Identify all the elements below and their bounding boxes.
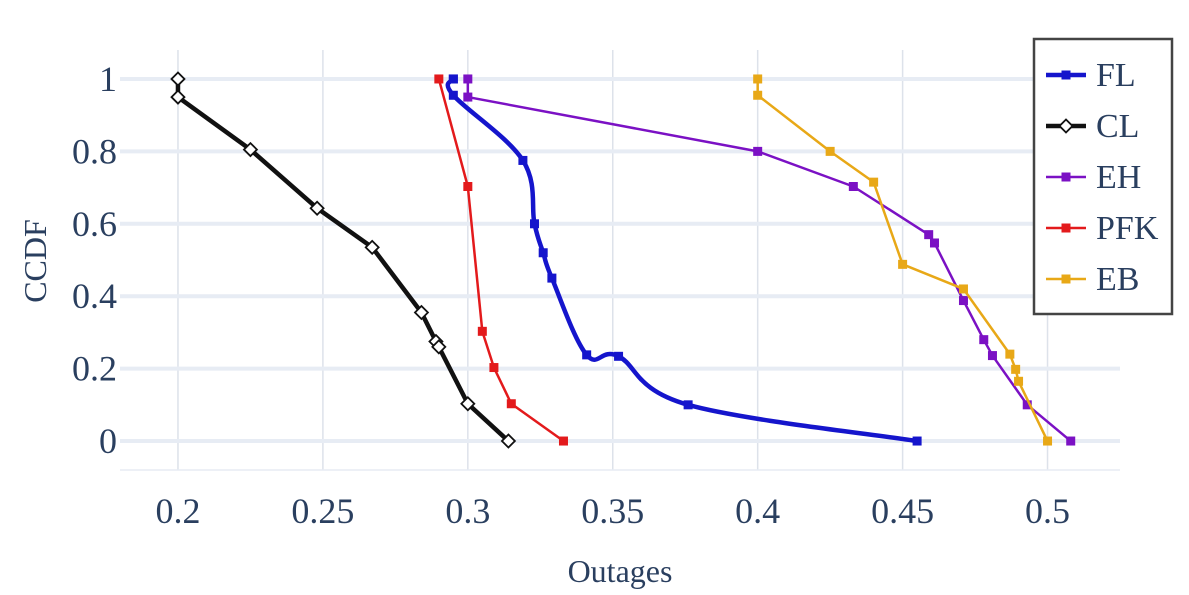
x-tick-label: 0.5 xyxy=(1025,491,1070,531)
data-point xyxy=(431,339,447,355)
legend-label: EB xyxy=(1096,261,1139,298)
x-tick-label: 0.4 xyxy=(735,491,780,531)
legend-item-fl: FL xyxy=(1046,57,1136,94)
y-axis-title: CCDF xyxy=(17,219,53,303)
x-tick-label: 0.25 xyxy=(291,491,354,531)
legend-label: FL xyxy=(1096,57,1136,94)
legend-item-cl: CL xyxy=(1046,108,1139,145)
data-point xyxy=(683,400,693,410)
data-point xyxy=(500,433,517,449)
data-point xyxy=(518,155,528,165)
data-point xyxy=(958,284,968,294)
data-point xyxy=(1022,400,1032,410)
data-point xyxy=(463,182,473,191)
data-point xyxy=(170,71,186,87)
data-point xyxy=(413,304,430,321)
data-point xyxy=(958,296,968,306)
data-point xyxy=(753,74,763,84)
data-point xyxy=(309,200,325,216)
y-tick-label: 0.2 xyxy=(72,349,117,389)
grid xyxy=(120,50,1120,471)
data-point xyxy=(582,350,592,360)
data-point xyxy=(929,238,939,248)
y-tick-label: 0 xyxy=(99,421,117,461)
legend-swatch-marker xyxy=(1061,274,1071,284)
series-lines xyxy=(170,71,1076,449)
data-point xyxy=(477,326,487,336)
data-point xyxy=(364,239,380,256)
data-point xyxy=(753,146,763,156)
data-point xyxy=(506,399,516,409)
data-point xyxy=(448,74,458,84)
data-point xyxy=(825,146,835,156)
data-point xyxy=(753,90,763,100)
series-cl xyxy=(170,71,517,449)
data-point xyxy=(1066,436,1076,446)
series-line xyxy=(445,75,920,444)
legend-label: CL xyxy=(1096,108,1139,145)
series-line xyxy=(756,78,1049,442)
legend-swatch-marker xyxy=(1061,172,1071,182)
data-point xyxy=(547,273,557,283)
y-tick-label: 0.8 xyxy=(72,131,117,171)
legend-label: EH xyxy=(1096,159,1141,196)
data-point xyxy=(924,230,934,240)
x-tick-label: 0.3 xyxy=(445,491,490,531)
data-point xyxy=(979,335,989,345)
x-tick-label: 0.2 xyxy=(155,491,200,531)
legend-item-pfk: PFK xyxy=(1046,210,1159,247)
data-point xyxy=(463,92,473,102)
data-point xyxy=(242,141,259,158)
series-line xyxy=(466,78,1072,442)
legend-swatch-marker xyxy=(1058,118,1074,134)
y-tick-label: 0.4 xyxy=(72,276,117,316)
y-axis-ticks: 0 0.2 0.4 0.6 0.8 1 xyxy=(72,59,117,461)
data-point xyxy=(1005,349,1015,359)
data-point xyxy=(529,219,539,229)
series-line xyxy=(175,78,510,443)
data-point xyxy=(987,351,997,361)
data-point xyxy=(463,74,473,84)
legend-swatch-marker xyxy=(1061,70,1071,80)
legend-item-eh: EH xyxy=(1046,159,1141,196)
series-pfk xyxy=(434,74,568,446)
data-point xyxy=(434,74,444,84)
data-point xyxy=(489,363,499,373)
data-point xyxy=(170,89,186,105)
data-point xyxy=(448,90,458,100)
data-point xyxy=(912,436,922,446)
data-point xyxy=(848,182,858,191)
series-eb xyxy=(753,74,1053,446)
data-point xyxy=(1014,376,1024,386)
legend-swatch-marker xyxy=(1061,223,1071,233)
data-point xyxy=(869,177,879,187)
series-fl xyxy=(445,74,922,446)
legend-item-eb: EB xyxy=(1046,261,1139,298)
data-point xyxy=(558,436,568,446)
data-point xyxy=(538,248,548,258)
series-eh xyxy=(463,74,1076,446)
x-tick-label: 0.45 xyxy=(871,491,934,531)
series-line xyxy=(437,78,565,443)
data-point xyxy=(614,351,624,361)
y-tick-label: 0.6 xyxy=(72,204,117,244)
data-point xyxy=(1011,364,1021,374)
data-point xyxy=(898,259,908,269)
x-tick-label: 0.35 xyxy=(581,491,644,531)
x-axis-title: Outages xyxy=(568,553,673,589)
data-point xyxy=(460,395,476,412)
legend: FL CL EH PFK EB xyxy=(1032,37,1174,316)
y-tick-label: 1 xyxy=(99,59,117,99)
data-point xyxy=(1043,436,1053,446)
legend-label: PFK xyxy=(1096,210,1159,247)
x-axis-ticks: 0.2 0.25 0.3 0.35 0.4 0.45 0.5 xyxy=(155,491,1070,531)
